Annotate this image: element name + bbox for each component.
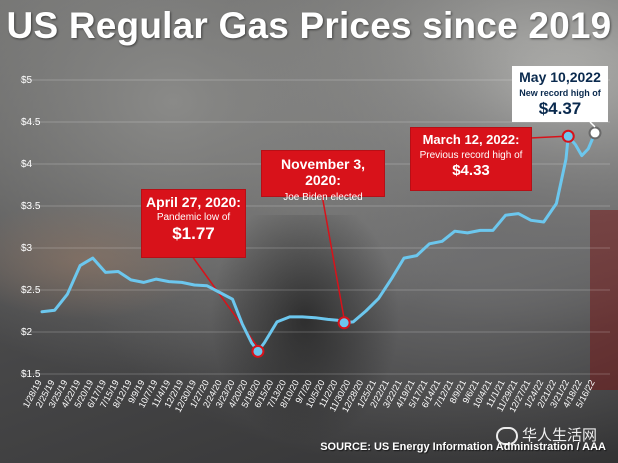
callout-connector <box>321 194 345 319</box>
callout-low-value: $1.77 <box>172 224 215 243</box>
y-tick-label: $5 <box>21 75 33 86</box>
y-tick-label: $2.5 <box>21 285 41 296</box>
callout-record-note: New record high of <box>519 88 601 98</box>
callout-record-value: $4.37 <box>538 99 582 118</box>
callout-prev-date: March 12, 2022: <box>422 132 520 147</box>
callout-new-record: May 10,2022 New record high of $4.37 <box>512 66 608 122</box>
highlight-point <box>251 344 265 358</box>
highlight-point <box>561 129 575 143</box>
watermark: 华人生活网 <box>496 424 597 445</box>
y-tick-label: $4.5 <box>21 117 41 128</box>
y-tick-label: $4 <box>21 159 33 170</box>
callout-pandemic-low: April 27, 2020: Pandemic low of $1.77 <box>141 189 246 258</box>
y-tick-label: $3.5 <box>21 201 41 212</box>
callout-low-note: Pandemic low of <box>156 212 231 223</box>
callout-biden-date: November 3, 2020: <box>280 156 366 188</box>
y-tick-label: $1.5 <box>21 369 41 380</box>
highlight-point <box>588 126 602 140</box>
highlight-point <box>337 316 351 330</box>
callout-prev-value: $4.33 <box>452 162 490 179</box>
callout-prev-note: Previous record high of <box>419 150 523 161</box>
wechat-logo-icon <box>496 426 518 445</box>
y-tick-label: $2 <box>21 327 33 338</box>
price-line <box>40 131 597 353</box>
callout-low-date: April 27, 2020: <box>146 194 241 210</box>
watermark-text: 华人生活网 <box>522 426 598 444</box>
chart-title: US Regular Gas Prices since 2019 <box>6 5 612 46</box>
callout-biden-note: Joe Biden elected <box>283 192 363 203</box>
callout-record-date: May 10,2022 <box>519 69 601 85</box>
background-pump-shape <box>590 210 618 390</box>
y-tick-label: $3 <box>21 243 33 254</box>
callout-biden-elected: November 3, 2020: Joe Biden elected <box>261 150 385 203</box>
record-connector <box>589 121 596 128</box>
source-note: SOURCE: US Energy Information Administra… <box>320 441 606 453</box>
callout-connector <box>529 135 566 139</box>
callout-previous-record: March 12, 2022: Previous record high of … <box>410 127 532 191</box>
